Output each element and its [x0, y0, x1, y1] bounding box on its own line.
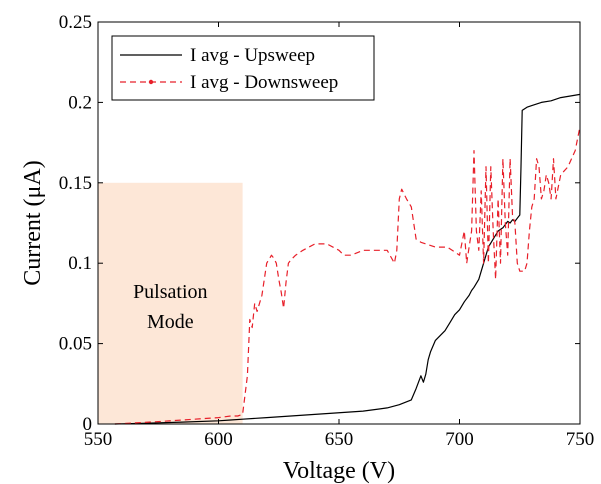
annotation-line-2: Mode	[147, 311, 194, 333]
annotation-line-1: Pulsation	[133, 281, 207, 303]
y-tick-label: 0.05	[59, 334, 92, 355]
legend-label-downsweep: I avg - Downsweep	[190, 72, 338, 93]
series-layer	[114, 93, 581, 425]
y-tick-label: 0	[83, 414, 93, 435]
x-tick-label: 600	[204, 429, 233, 450]
legend: I avg - Upsweep I avg - Downsweep	[111, 35, 375, 101]
y-axis-label: Current (μA)	[20, 160, 46, 286]
series-line-downsweep	[114, 126, 581, 425]
y-tick-label: 0.2	[68, 92, 92, 113]
y-tick-label: 0.1	[68, 253, 92, 274]
x-tick-label: 700	[445, 429, 474, 450]
pulsation-annotation: Pulsation Mode	[133, 281, 207, 333]
y-tick-label: 0.25	[59, 12, 92, 33]
legend-label-upsweep: I avg - Upsweep	[190, 45, 315, 66]
series-line-upsweep	[114, 93, 581, 425]
legend-marker-downsweep	[148, 79, 154, 85]
x-tick-label: 650	[325, 429, 354, 450]
x-tick-label: 550	[84, 429, 113, 450]
x-axis-label: Voltage (V)	[283, 458, 395, 484]
legend-box	[111, 35, 375, 101]
shaded-region	[98, 182, 243, 424]
x-tick-label: 750	[566, 429, 595, 450]
y-tick-label: 0.15	[59, 173, 92, 194]
axis-ticks: 550 600 650 700 750 0 0.05 0.1 0.15 0.2 0.25	[59, 12, 595, 450]
